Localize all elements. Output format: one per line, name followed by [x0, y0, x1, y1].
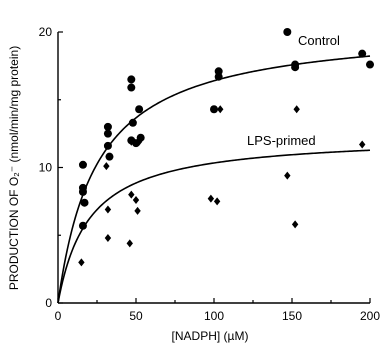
point-control	[105, 152, 114, 161]
y-axis-label: PRODUCTION OF O₂⁻ (nmol/min/mg protein)	[7, 46, 21, 290]
point-lps-primed	[128, 137, 135, 146]
point-lps-primed	[359, 140, 366, 149]
x-tick-label: 100	[204, 309, 224, 323]
point-lps-primed	[213, 197, 221, 206]
fit-curve-control	[57, 55, 371, 304]
chart-labels: PRODUCTION OF O₂⁻ (nmol/min/mg protein) …	[7, 33, 340, 343]
point-control	[135, 105, 144, 114]
point-control	[128, 118, 137, 127]
point-control	[291, 63, 300, 72]
annotation-control: Control	[298, 33, 340, 48]
y-tick-label: 20	[39, 25, 53, 39]
point-control	[283, 28, 292, 36]
point-lps-primed	[291, 220, 299, 229]
point-control	[80, 198, 89, 207]
x-tick-label: 0	[55, 309, 62, 323]
point-lps-primed	[103, 162, 110, 171]
point-lps-primed	[104, 205, 112, 214]
fit-curve-lps-primed	[57, 149, 371, 304]
y-tick-label: 10	[39, 161, 53, 175]
point-lps-primed	[78, 258, 85, 267]
x-axis-label: [NADPH] (µM)	[172, 329, 249, 343]
x-tick-label: 50	[129, 309, 143, 323]
point-control	[78, 160, 87, 169]
point-lps-primed	[217, 105, 224, 114]
point-lps-primed	[135, 137, 143, 146]
point-control	[103, 122, 112, 131]
chart-axes: 0 50 100 150 200 0 10 20	[39, 25, 381, 323]
point-lps-primed	[128, 190, 135, 199]
point-lps-primed	[134, 206, 141, 215]
point-control	[210, 105, 218, 114]
point-control	[78, 187, 87, 196]
point-control	[103, 141, 112, 150]
annotation-lps-primed: LPS-primed	[247, 133, 316, 148]
point-control	[214, 72, 223, 81]
x-tick-label: 200	[360, 309, 380, 323]
point-control	[103, 129, 112, 138]
point-lps-primed	[207, 194, 215, 203]
point-control	[78, 221, 87, 230]
data-points	[78, 28, 374, 267]
point-lps-primed	[126, 239, 133, 248]
point-control	[358, 49, 367, 58]
point-lps-primed	[284, 171, 291, 180]
point-lps-primed	[104, 233, 112, 242]
fit-curves	[57, 55, 371, 304]
point-control	[127, 75, 136, 84]
point-lps-primed	[293, 105, 300, 114]
y-tick-label: 0	[45, 296, 52, 310]
x-tick-label: 150	[282, 309, 302, 323]
point-lps-primed	[132, 196, 140, 205]
point-control	[127, 83, 136, 92]
point-control	[366, 60, 374, 69]
